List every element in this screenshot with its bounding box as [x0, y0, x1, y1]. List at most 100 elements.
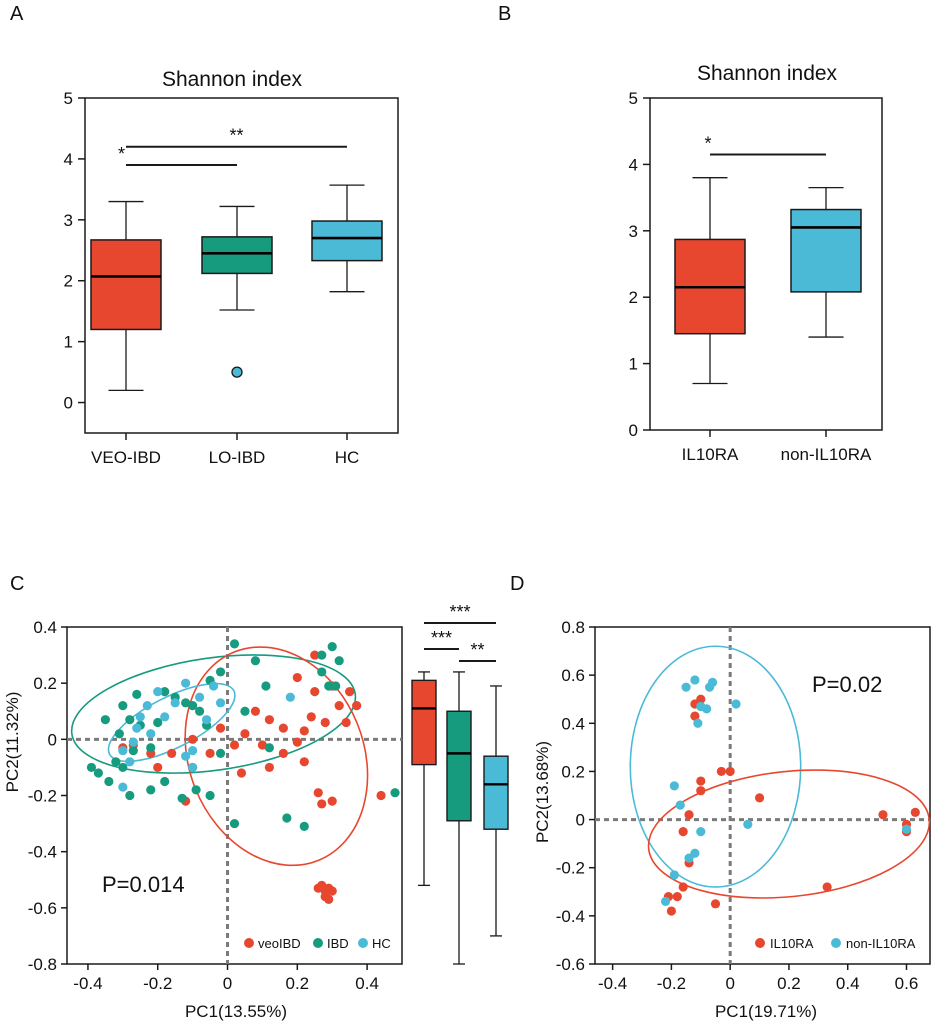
- data-point-il10ra: [754, 793, 765, 803]
- y-tick-label: 5: [64, 89, 73, 108]
- data-point-hc: [181, 751, 191, 761]
- y-tick-label: -0.8: [28, 955, 57, 974]
- data-point-veoibd: [299, 757, 309, 767]
- data-point-ibd: [195, 706, 205, 716]
- data-point-ibd: [331, 681, 341, 691]
- data-point-hc: [160, 712, 170, 722]
- y-tick-label: -0.6: [28, 899, 57, 918]
- data-point-il10ra: [678, 882, 688, 892]
- plot-frame: [594, 626, 931, 965]
- x-tick-label: -0.4: [73, 974, 102, 993]
- panel-d-y-axis-label: PC2(13.68%): [533, 741, 552, 843]
- data-point-hc: [128, 737, 138, 747]
- data-point-il10ra: [910, 807, 920, 817]
- data-point-veoibd: [341, 717, 351, 728]
- data-point-ibd: [125, 715, 135, 725]
- data-point-hc: [201, 715, 212, 725]
- side-significance-label: ***: [449, 602, 470, 622]
- legend-label-ibd: IBD: [327, 936, 349, 951]
- x-tick-label: 0.2: [285, 974, 309, 993]
- y-tick-label: -0.4: [556, 907, 585, 926]
- data-point-non-il10ra: [696, 701, 706, 712]
- data-point-ibd: [317, 650, 327, 660]
- y-tick-label: 0: [629, 421, 638, 440]
- y-tick-label: 2: [629, 288, 638, 307]
- confidence-ellipse-hc: [629, 645, 802, 888]
- data-point-non-il10ra: [901, 824, 912, 834]
- data-point-ibd: [324, 681, 334, 691]
- data-point-veoibd: [250, 706, 261, 716]
- data-point-ibd: [181, 698, 191, 708]
- legend-swatch-il10ra: [755, 938, 765, 948]
- data-point-veoibd: [257, 740, 268, 750]
- data-point-ibd: [334, 656, 344, 666]
- data-point-ibd: [229, 818, 240, 829]
- data-point-ibd: [125, 790, 135, 801]
- x-tick-label: 0.2: [777, 974, 801, 993]
- data-point-hc: [285, 692, 295, 702]
- data-point-non-il10ra: [690, 675, 700, 685]
- x-tick-label-il10ra: IL10RA: [682, 445, 739, 464]
- legend-label-veoibd: veoIBD: [258, 936, 301, 951]
- data-point-ibd: [104, 776, 114, 787]
- side-significance-label: **: [470, 640, 484, 660]
- plot-frame: [649, 97, 883, 431]
- data-point-hc: [188, 762, 198, 773]
- y-tick-label: 0.4: [33, 618, 57, 637]
- data-point-il10ra: [690, 711, 700, 721]
- panel-a-title: Shannon index: [162, 68, 303, 91]
- side-box-hc: [483, 755, 509, 830]
- y-tick-label: -0.2: [28, 787, 57, 806]
- data-point-ibd: [215, 667, 226, 677]
- legend-swatch-non-il10ra: [831, 938, 841, 948]
- data-point-veoibd: [352, 701, 362, 711]
- x-tick-label-non-il10ra: non-IL10RA: [781, 445, 872, 464]
- data-point-hc: [153, 686, 163, 697]
- outlier-point-lo-ibd: [231, 366, 243, 378]
- data-point-hc: [146, 729, 156, 739]
- x-tick-label: 0.4: [355, 974, 379, 993]
- panel-c-legend: veoIBD IBD HC: [244, 936, 391, 951]
- data-point-veoibd: [264, 715, 274, 725]
- x-tick-label: 0.4: [836, 974, 860, 993]
- box-veo-ibd: [90, 239, 162, 331]
- data-point-ibd: [118, 701, 128, 711]
- data-point-non-il10ra: [669, 870, 679, 880]
- data-point-ibd: [299, 821, 309, 831]
- legend-label-il10ra: IL10RA: [770, 936, 814, 951]
- data-point-hc: [118, 745, 128, 756]
- data-point-non-il10ra: [743, 819, 753, 829]
- data-point-hc: [132, 723, 142, 733]
- data-point-non-il10ra: [690, 848, 700, 858]
- data-point-ibd: [191, 785, 201, 795]
- data-point-veoibd: [278, 723, 288, 733]
- data-point-veoibd: [299, 726, 309, 736]
- data-point-ibd: [160, 776, 170, 787]
- y-tick-label: 0.8: [561, 618, 585, 637]
- data-point-non-il10ra: [707, 677, 718, 687]
- data-point-non-il10ra: [681, 682, 691, 692]
- data-point-ibd: [188, 701, 198, 711]
- data-point-veoibd: [320, 886, 330, 896]
- data-point-ibd: [229, 639, 240, 649]
- confidence-ellipse-veo: [647, 769, 931, 899]
- confidence-ellipse-lo: [70, 654, 357, 774]
- data-point-hc: [125, 757, 135, 767]
- significance-label: **: [229, 126, 243, 146]
- panel-c-p-value: P=0.014: [102, 872, 185, 897]
- data-point-ibd: [327, 642, 337, 652]
- y-tick-label: 4: [629, 155, 638, 174]
- y-tick-label: 0.6: [561, 666, 585, 685]
- data-point-ibd: [114, 729, 124, 739]
- data-point-veoibd: [306, 712, 316, 722]
- data-point-non-il10ra: [731, 699, 741, 709]
- data-point-veoibd: [320, 717, 330, 728]
- data-point-hc: [118, 782, 128, 792]
- significance-label: *: [704, 133, 711, 153]
- data-point-il10ra: [878, 810, 888, 820]
- data-point-il10ra: [822, 882, 832, 892]
- data-point-ibd: [146, 785, 156, 795]
- data-point-il10ra: [672, 892, 682, 902]
- data-point-il10ra: [678, 827, 688, 837]
